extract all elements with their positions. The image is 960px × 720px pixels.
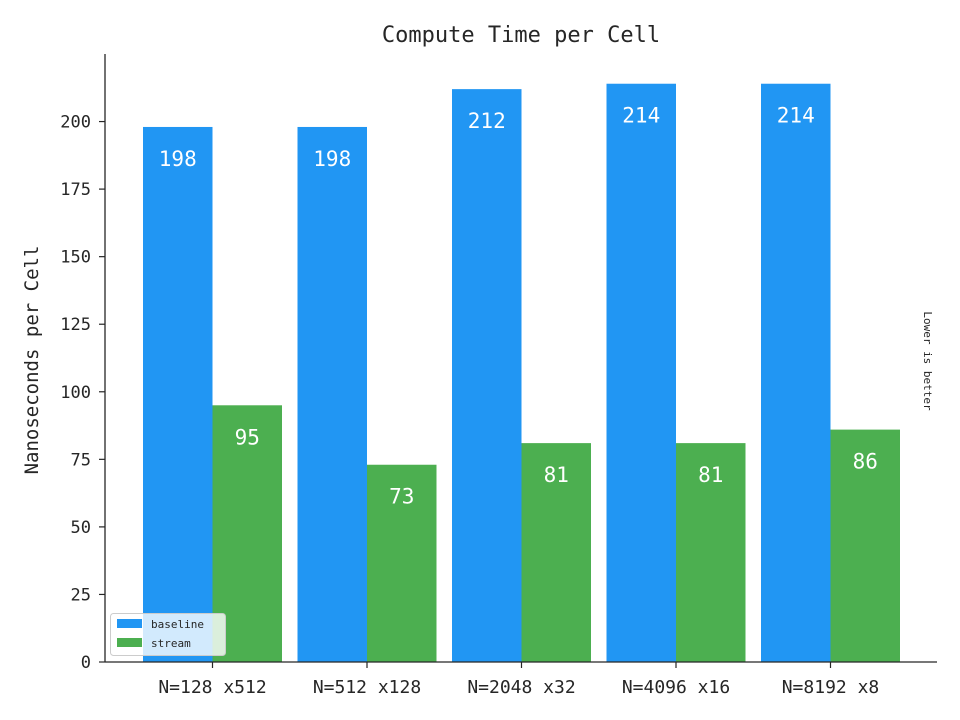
bar-baseline bbox=[452, 89, 522, 662]
y-tick-label: 25 bbox=[71, 585, 91, 605]
data-label-stream: 86 bbox=[853, 450, 878, 474]
data-label-baseline: 198 bbox=[159, 147, 197, 171]
bar-baseline bbox=[606, 83, 676, 663]
bar-baseline bbox=[143, 126, 213, 662]
y-tick-label: 0 bbox=[81, 653, 91, 673]
x-tick-label: N=2048 x32 bbox=[467, 677, 575, 698]
x-tick-label: N=8192 x8 bbox=[782, 677, 880, 698]
legend: baseline stream bbox=[110, 613, 226, 656]
legend-label-baseline: baseline bbox=[151, 618, 204, 631]
legend-swatch-baseline bbox=[117, 619, 142, 628]
y-tick-label: 150 bbox=[60, 248, 91, 268]
y-axis-label: Nanoseconds per Cell bbox=[21, 246, 43, 475]
data-label-stream: 81 bbox=[544, 463, 569, 487]
legend-swatch-stream bbox=[117, 638, 142, 647]
x-tick-label: N=128 x512 bbox=[158, 677, 266, 698]
y-tick-label: 50 bbox=[71, 518, 91, 538]
y-tick-label: 175 bbox=[60, 180, 91, 200]
chart-title: Compute Time per Cell bbox=[382, 23, 660, 48]
bar-stream bbox=[676, 443, 746, 662]
x-tick-label: N=4096 x16 bbox=[622, 677, 730, 698]
data-label-baseline: 212 bbox=[468, 109, 506, 133]
y-tick-label: 75 bbox=[71, 450, 91, 470]
legend-label-stream: stream bbox=[151, 637, 191, 650]
data-label-stream: 95 bbox=[235, 425, 260, 449]
x-axis-ticks: N=128 x512 N=512 x128 N=2048 x32 N=4096 x16… bbox=[158, 662, 879, 698]
side-note: Lower is better bbox=[921, 311, 934, 411]
data-labels: 198 95 198 73 212 81 214 81 214 86 bbox=[159, 104, 878, 509]
data-label-baseline: 214 bbox=[777, 104, 815, 128]
bar-stream bbox=[521, 443, 591, 662]
y-tick-label: 200 bbox=[60, 113, 91, 133]
y-axis-ticks: 0 25 50 75 100 125 150 175 200 bbox=[60, 113, 105, 673]
x-tick-label: N=512 x128 bbox=[313, 677, 421, 698]
bar-stream bbox=[367, 464, 437, 662]
bar-baseline bbox=[761, 83, 831, 663]
data-label-stream: 73 bbox=[389, 485, 414, 509]
bar-stream bbox=[830, 429, 900, 662]
y-tick-label: 100 bbox=[60, 383, 91, 403]
y-tick-label: 125 bbox=[60, 315, 91, 335]
data-label-baseline: 198 bbox=[313, 147, 351, 171]
data-label-baseline: 214 bbox=[622, 104, 660, 128]
bars bbox=[143, 83, 900, 663]
data-label-stream: 81 bbox=[698, 463, 723, 487]
bar-baseline bbox=[297, 126, 367, 662]
